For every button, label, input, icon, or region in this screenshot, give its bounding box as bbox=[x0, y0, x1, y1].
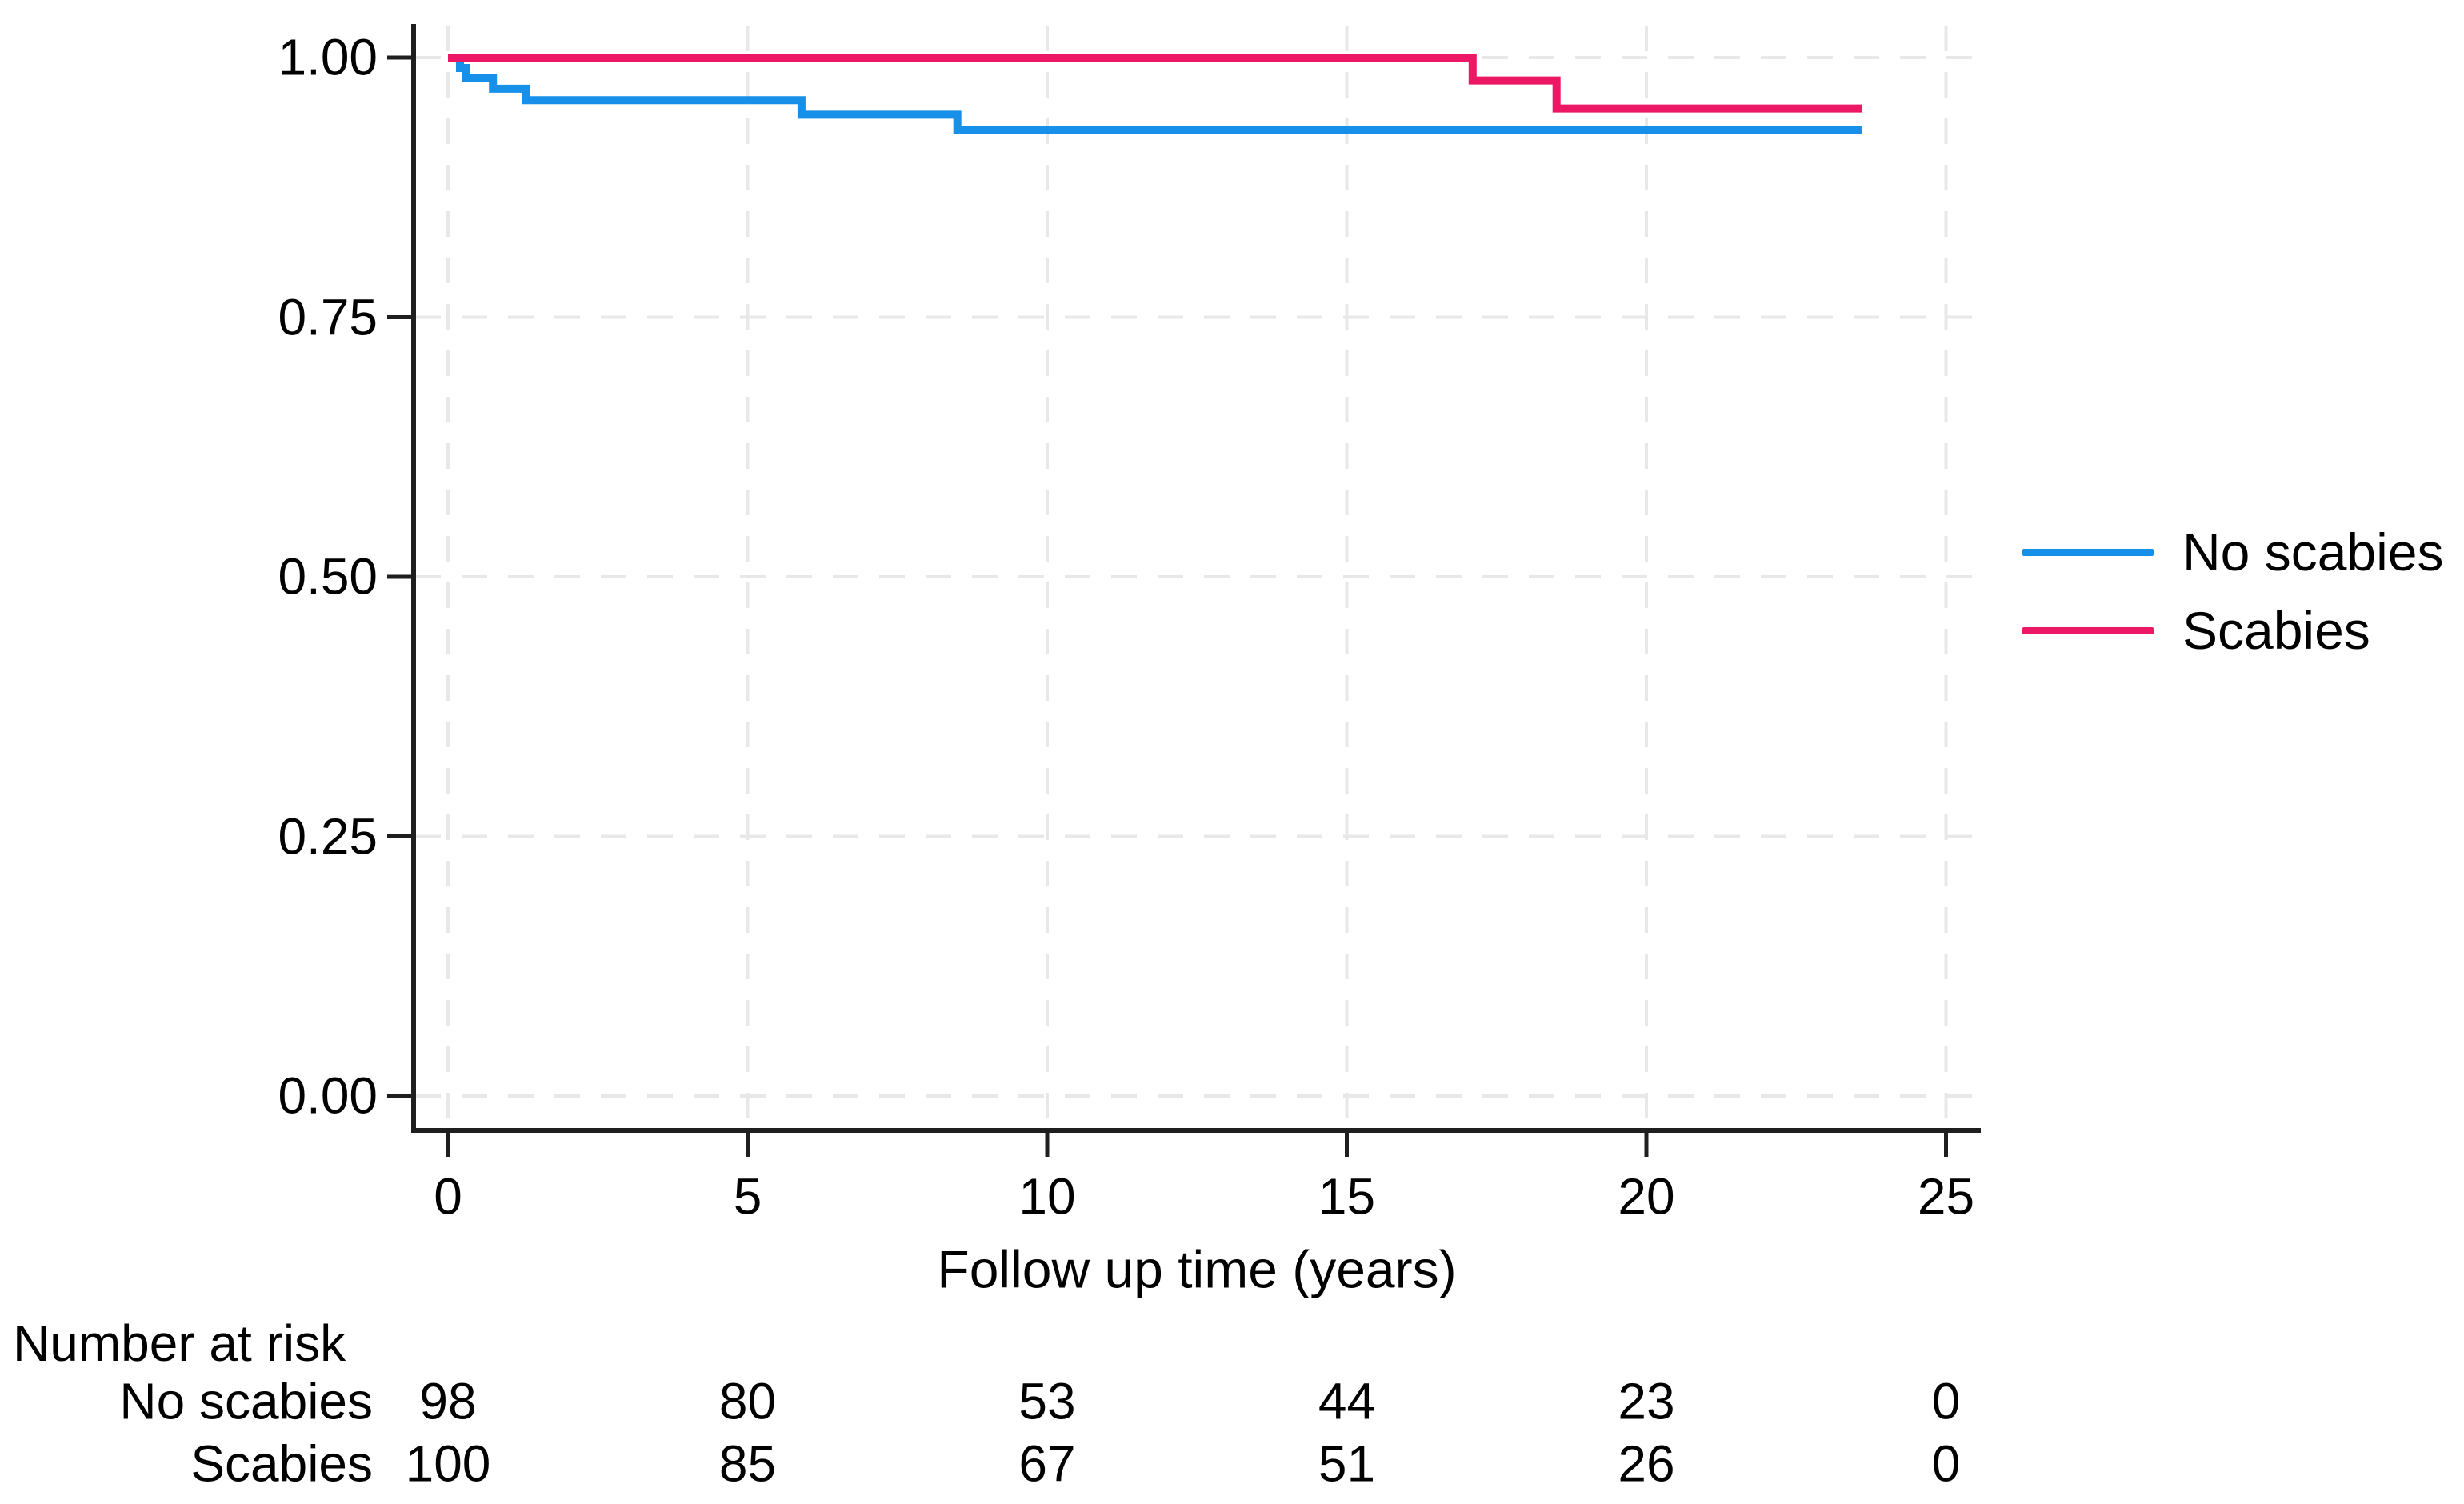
risk-value-no-scabies-t0: 98 bbox=[419, 1372, 477, 1430]
risk-value-no-scabies-t10: 53 bbox=[1018, 1372, 1076, 1430]
risk-value-scabies-t25: 0 bbox=[1931, 1434, 1961, 1493]
legend-label-scabies: Scabies bbox=[2182, 601, 2370, 660]
y-tick-label-0.25: 0.25 bbox=[278, 806, 378, 865]
risk-value-no-scabies-t5: 80 bbox=[718, 1372, 777, 1430]
risk-row-label-scabies: Scabies bbox=[190, 1434, 373, 1493]
x-tick-label-25: 25 bbox=[1917, 1167, 1975, 1226]
x-axis-title: Follow up time (years) bbox=[937, 1239, 1457, 1299]
legend-line-scabies bbox=[2022, 626, 2154, 634]
x-tick-label-15: 15 bbox=[1318, 1167, 1376, 1226]
legend-line-no-scabies bbox=[2022, 548, 2154, 556]
km-curve-no-scabies bbox=[448, 54, 1862, 134]
risk-value-scabies-t5: 85 bbox=[718, 1434, 777, 1493]
legend-label-no-scabies: No scabies bbox=[2182, 522, 2444, 582]
y-tick-label-1.00: 1.00 bbox=[278, 28, 378, 86]
y-tick-label-0.00: 0.00 bbox=[278, 1066, 378, 1125]
risk-value-no-scabies-t25: 0 bbox=[1931, 1372, 1961, 1430]
risk-value-no-scabies-t20: 23 bbox=[1618, 1372, 1675, 1430]
y-tick-label-0.75: 0.75 bbox=[278, 287, 378, 346]
y-tick-label-0.50: 0.50 bbox=[278, 547, 378, 606]
km-curve-scabies bbox=[448, 54, 1862, 113]
risk-row-label-no-scabies: No scabies bbox=[119, 1372, 373, 1430]
risk-value-scabies-t15: 51 bbox=[1318, 1434, 1376, 1493]
risk-value-scabies-t20: 26 bbox=[1618, 1434, 1675, 1493]
x-tick-label-20: 20 bbox=[1618, 1167, 1675, 1226]
risk-value-scabies-t0: 100 bbox=[405, 1434, 491, 1493]
risk-value-scabies-t10: 67 bbox=[1018, 1434, 1076, 1493]
risk-table-header: Number at risk bbox=[13, 1314, 346, 1372]
risk-value-no-scabies-t15: 44 bbox=[1318, 1372, 1376, 1430]
x-tick-label-0: 0 bbox=[434, 1167, 462, 1226]
x-tick-label-5: 5 bbox=[733, 1167, 762, 1226]
x-tick-label-10: 10 bbox=[1018, 1167, 1076, 1226]
